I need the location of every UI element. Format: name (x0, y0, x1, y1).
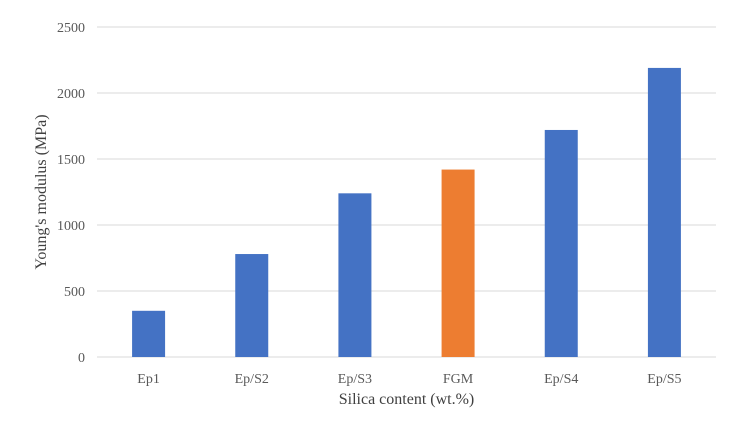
bars (132, 67, 681, 358)
bar-ep1 (132, 310, 166, 357)
gridlines (97, 26, 716, 358)
x-tick-label: Ep/S4 (544, 372, 578, 387)
y-tick-label: 2500 (57, 21, 85, 36)
y-tick-label: 0 (78, 351, 85, 366)
bar-ep-s2 (235, 254, 269, 357)
x-tick-label: Ep/S5 (647, 372, 681, 387)
y-tick-label: 500 (64, 285, 85, 300)
x-tick-label: Ep/S3 (338, 372, 372, 387)
bar-ep-s3 (338, 193, 372, 357)
bar-fgm (441, 169, 475, 357)
y-tick-label: 2000 (57, 87, 85, 102)
y-tick-labels: 0 500 1000 1500 2000 2500 (57, 21, 85, 366)
y-tick-label: 1000 (57, 219, 85, 234)
x-tick-labels: Ep1 Ep/S2 Ep/S3 FGM Ep/S4 Ep/S5 (137, 372, 681, 387)
x-tick-label: Ep1 (137, 372, 160, 387)
y-axis-title: Young's modulus (MPa) (33, 114, 50, 269)
bar-ep-s5 (647, 67, 681, 358)
x-tick-label: FGM (443, 372, 474, 387)
x-tick-label: Ep/S2 (235, 372, 269, 387)
y-tick-label: 1500 (57, 153, 85, 168)
bar-ep-s4 (544, 129, 578, 357)
x-axis-title: Silica content (wt.%) (339, 391, 475, 408)
